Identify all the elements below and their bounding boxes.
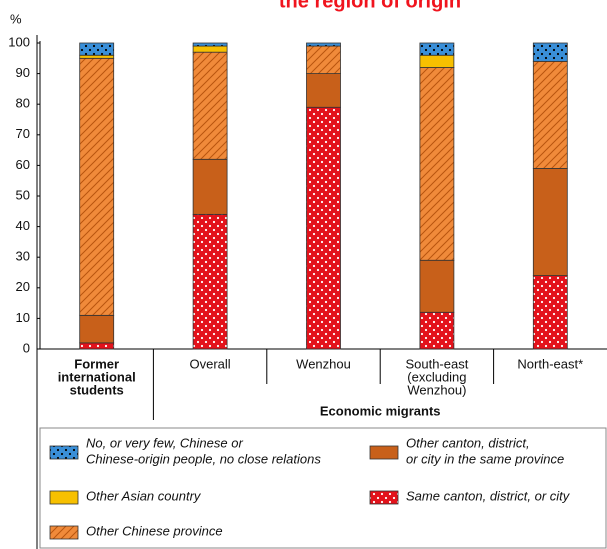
bar-segment	[532, 168, 568, 276]
legend-swatch	[49, 445, 79, 460]
bar-segment	[79, 42, 115, 56]
legend-label: Same canton, district, or city	[406, 488, 571, 503]
x-tick-label: students	[70, 382, 124, 397]
bar-segment	[419, 67, 455, 261]
y-tick-label: 40	[16, 218, 30, 233]
bar-segment	[192, 51, 228, 160]
bar-segment	[306, 106, 341, 350]
bar-segment	[192, 213, 228, 350]
bar-segment	[192, 42, 228, 47]
legend-label: Chinese-origin people, no close relation…	[86, 451, 321, 466]
y-tick-label: 60	[16, 157, 30, 172]
y-tick-label: 0	[23, 340, 30, 355]
bar-segment	[79, 57, 115, 316]
bar-segment	[306, 73, 341, 108]
y-tick-label: 50	[16, 187, 30, 202]
bar-segment	[306, 45, 341, 75]
legend-swatch	[49, 525, 79, 540]
x-tick-label: (excluding	[407, 369, 466, 384]
bar-segment	[532, 60, 568, 169]
chart-title: the region of origin	[279, 0, 461, 12]
bar-segment	[79, 342, 115, 350]
bar-segment	[306, 42, 341, 47]
y-tick-label: 100	[8, 34, 30, 49]
legend-label: No, or very few, Chinese or	[86, 435, 243, 450]
bar-segment	[419, 259, 455, 313]
x-tick-label: international	[58, 369, 136, 384]
bar-segment	[532, 42, 568, 62]
bar-segment	[79, 314, 115, 344]
bar-segment	[192, 158, 228, 215]
legend-label: or city in the same province	[406, 451, 564, 466]
legend-swatch	[369, 445, 399, 460]
x-tick-label: South-east	[405, 356, 468, 371]
x-tick-label: North-east*	[517, 356, 583, 371]
x-tick-label: Wenzhou)	[407, 382, 466, 397]
legend-swatch	[369, 490, 399, 505]
x-tick-label: Wenzhou	[296, 356, 351, 371]
y-unit: %	[10, 11, 22, 26]
y-tick-label: 10	[16, 310, 30, 325]
y-tick-label: 20	[16, 279, 30, 294]
bar-segment	[79, 54, 115, 59]
bar-segment	[419, 54, 455, 68]
legend-box	[39, 427, 607, 549]
legend-swatch	[49, 490, 79, 505]
y-tick-label: 30	[16, 249, 30, 264]
y-tick-label: 90	[16, 65, 30, 80]
x-tick-label: Former	[74, 356, 119, 371]
bar-segment	[419, 42, 455, 56]
group-label: Economic migrants	[320, 403, 441, 418]
legend-label: Other Asian country	[86, 488, 202, 503]
y-tick-label: 70	[16, 126, 30, 141]
legend-label: Other Chinese province	[86, 523, 223, 538]
bar-segment	[419, 311, 455, 350]
y-tick-label: 80	[16, 96, 30, 111]
bar-segment	[192, 45, 228, 53]
bar-segment	[532, 275, 568, 350]
legend-label: Other canton, district,	[406, 435, 530, 450]
x-tick-label: Overall	[190, 356, 231, 371]
